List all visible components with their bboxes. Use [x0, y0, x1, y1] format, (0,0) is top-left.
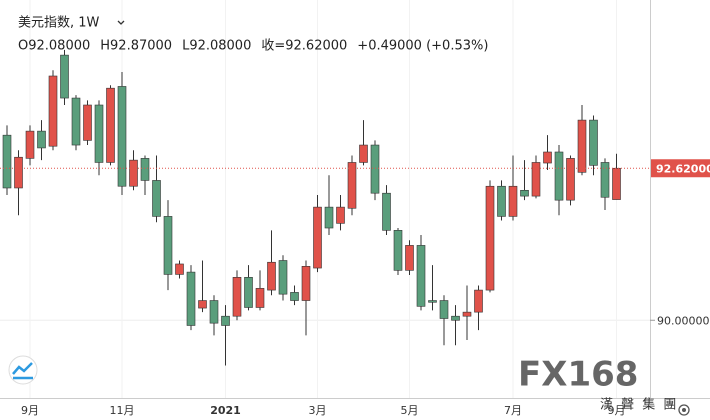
candle-body [566, 158, 575, 201]
x-tick-label: 2021 [210, 404, 241, 417]
candle-body [612, 167, 621, 200]
candle-body [324, 206, 334, 229]
candle-body [554, 151, 564, 201]
candle-body [129, 159, 138, 187]
candles [2, 49, 621, 366]
watermark: FX168 [518, 355, 638, 395]
candle-body [382, 192, 391, 231]
candle-body [393, 230, 403, 271]
legend-item: 收=92.62000 [261, 39, 347, 54]
candle-body [2, 134, 12, 189]
candle-body [209, 300, 219, 324]
candle-body [474, 289, 483, 313]
candle-body [497, 185, 506, 217]
candle-body [152, 180, 161, 217]
legend-item: L92.08000 [182, 39, 251, 54]
candle-body [175, 263, 184, 275]
candle-body [186, 271, 196, 326]
settings-gear[interactable] [678, 404, 690, 416]
candle-body [359, 144, 368, 163]
tradingview-logo[interactable] [8, 355, 38, 385]
candle-body [163, 216, 173, 275]
candle-body [117, 86, 127, 187]
candle-body [485, 185, 495, 291]
x-tick-label: 3月 [309, 404, 327, 417]
candle-body [543, 151, 552, 164]
candle-body [336, 206, 345, 224]
candle-body [140, 158, 150, 181]
candle-body [370, 144, 380, 194]
legend-item: H92.87000 [100, 39, 172, 54]
candle-body [313, 206, 322, 269]
candle-body [600, 162, 610, 198]
candle-body [451, 315, 460, 321]
watermark-sub: 漢 聲 集 團 [600, 397, 678, 413]
x-tick-label: 11月 [110, 404, 135, 417]
candle-body [508, 185, 518, 217]
candle-body [439, 300, 449, 319]
candle-body [577, 119, 587, 173]
candle-body [232, 277, 242, 317]
legend-item: O92.08000 [18, 39, 90, 54]
candle-body [221, 315, 230, 326]
candle-body [83, 104, 92, 141]
candle-body [198, 300, 207, 309]
candle-body [405, 245, 414, 271]
candle-body [267, 261, 276, 291]
candle-body [416, 245, 426, 307]
x-tick-label: 5月 [401, 404, 419, 417]
x-tick-label: 9月 [21, 404, 39, 417]
last-price-box [651, 159, 710, 178]
candle-body [301, 266, 311, 301]
candle-body [589, 119, 598, 166]
candle-body [347, 162, 357, 209]
candle-body [255, 288, 265, 308]
candle-body [48, 75, 58, 147]
candle-body [520, 189, 529, 197]
last-price-label: 92.62000 [656, 162, 710, 175]
candle-body [278, 260, 288, 295]
candle-body [14, 156, 23, 189]
candle-body [462, 311, 472, 317]
interval-dropdown[interactable] [117, 20, 125, 25]
candle-body [60, 54, 69, 99]
legend-item: +0.49000 (+0.53%) [357, 39, 488, 54]
candle-body [25, 130, 35, 159]
ohlc-legend: O92.08000 H92.87000 L92.08000 收=92.62000 +0.… [18, 39, 488, 54]
x-tick-label: 9月 [608, 404, 626, 417]
candle-body [290, 292, 299, 301]
candle-body [71, 97, 81, 146]
candle-body [37, 130, 46, 149]
candle-body [244, 277, 253, 308]
candle-body [531, 162, 541, 197]
symbol-title[interactable]: 美元指数, 1W [18, 16, 100, 31]
candle-body [106, 87, 115, 163]
candle-body [428, 300, 437, 303]
y-tick-label: 90.00000 [657, 314, 710, 327]
candle-body [94, 104, 104, 163]
x-tick-label: 7月 [504, 404, 522, 417]
